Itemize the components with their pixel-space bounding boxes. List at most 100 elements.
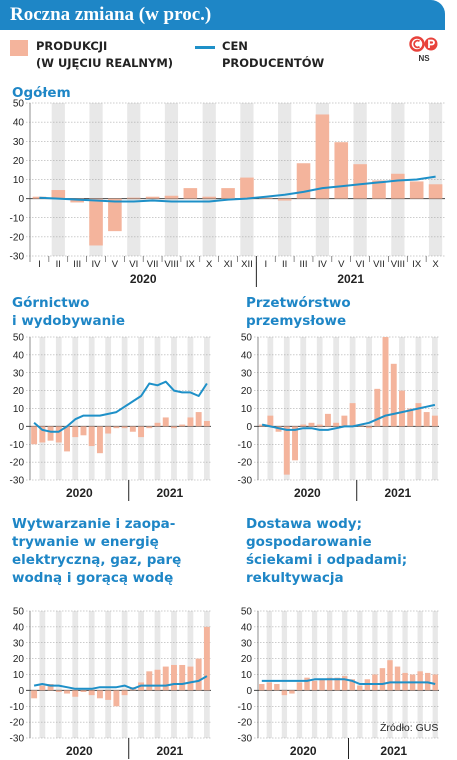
background-band bbox=[55, 611, 62, 738]
y-tick-label: -20 bbox=[238, 718, 253, 729]
bar bbox=[240, 177, 254, 199]
panel-title-water-line1: Dostawa wody; bbox=[246, 516, 362, 532]
x-tick-label: II bbox=[282, 259, 287, 270]
y-tick-label: 40 bbox=[241, 350, 253, 361]
y-tick-label: 0 bbox=[246, 422, 252, 433]
bar bbox=[326, 677, 333, 691]
x-tick-label: III bbox=[73, 259, 81, 270]
y-tick-label: -30 bbox=[238, 476, 253, 487]
bar bbox=[292, 426, 298, 461]
chart-1: -30 -20 -10 0 10 20 30 40 50 2020 2021 bbox=[10, 333, 211, 501]
bar bbox=[121, 690, 128, 696]
bar bbox=[289, 690, 295, 694]
bar bbox=[334, 142, 349, 199]
x-tick-label: V bbox=[112, 259, 119, 270]
x-tick-label: IX bbox=[186, 259, 196, 270]
y-tick-label: -10 bbox=[10, 213, 25, 224]
y-tick-label: 50 bbox=[13, 607, 25, 618]
y-tick-label: 50 bbox=[241, 607, 253, 618]
price-line bbox=[33, 675, 208, 690]
bar bbox=[203, 421, 210, 427]
legend-prices: CEN PRODUCENTÓW bbox=[222, 38, 324, 72]
bar bbox=[55, 690, 62, 692]
price-line bbox=[33, 380, 208, 433]
year-label: 2021 bbox=[157, 486, 184, 500]
chart-4: -30 -20 -10 0 10 20 30 40 50 2020 2021 bbox=[238, 607, 439, 759]
bar bbox=[409, 181, 424, 199]
bar bbox=[183, 188, 198, 199]
bar bbox=[382, 337, 389, 427]
bar bbox=[138, 426, 145, 438]
chart-2: -30 -20 -10 0 10 20 30 40 50 2020 2021 bbox=[238, 333, 439, 501]
bar bbox=[366, 426, 373, 429]
x-tick-label: IX bbox=[412, 259, 422, 270]
panel-title-mining-line1: Górnictwo bbox=[12, 295, 90, 311]
background-band bbox=[187, 337, 194, 480]
y-tick-label: 40 bbox=[13, 622, 25, 633]
bar bbox=[296, 163, 311, 199]
panel-title-energy-line1: Wytwarzanie i zaopa- bbox=[12, 516, 176, 532]
price-line bbox=[39, 175, 436, 203]
bar bbox=[334, 677, 340, 691]
y-tick-label: 10 bbox=[13, 175, 25, 186]
bar bbox=[55, 426, 62, 443]
bar bbox=[113, 426, 120, 429]
y-tick-label: -20 bbox=[238, 458, 253, 469]
panel-title-energy-line4: wodną i gorącą wodę bbox=[12, 570, 174, 586]
x-tick-label: II bbox=[56, 259, 61, 270]
year-label: 2020 bbox=[290, 744, 317, 758]
y-tick-label: 40 bbox=[13, 118, 25, 129]
bar bbox=[274, 684, 280, 691]
bar bbox=[333, 422, 340, 427]
y-tick-label: -10 bbox=[10, 702, 25, 713]
y-tick-label: 20 bbox=[13, 386, 25, 397]
bar bbox=[349, 679, 355, 691]
bar bbox=[319, 679, 325, 691]
background-band bbox=[154, 337, 161, 480]
panel-title-manufacturing-line1: Przetwórstwo bbox=[246, 295, 351, 311]
y-tick-label: 40 bbox=[13, 350, 25, 361]
x-tick-label: IV bbox=[92, 259, 102, 270]
background-band bbox=[283, 337, 290, 480]
bar bbox=[315, 114, 330, 199]
x-tick-label: VII bbox=[373, 259, 385, 270]
y-tick-label: 30 bbox=[241, 368, 253, 379]
bar bbox=[390, 363, 397, 427]
bar bbox=[39, 685, 46, 691]
y-tick-label: 10 bbox=[241, 670, 253, 681]
bar bbox=[296, 682, 303, 691]
price-line bbox=[261, 403, 436, 431]
panel-title-energy-line3: elektryczną, gaz, parę bbox=[12, 552, 182, 568]
bar bbox=[89, 198, 103, 246]
x-tick-label: VI bbox=[356, 259, 365, 270]
x-tick-label: IV bbox=[318, 259, 328, 270]
y-tick-label: -20 bbox=[10, 718, 25, 729]
y-tick-label: 30 bbox=[13, 368, 25, 379]
bar bbox=[195, 658, 202, 691]
background-band bbox=[88, 611, 95, 738]
bar bbox=[221, 188, 235, 199]
legend-production-line1: PRODUKCJI bbox=[36, 39, 108, 53]
bar bbox=[417, 671, 423, 691]
bar bbox=[281, 690, 288, 696]
bar bbox=[31, 690, 38, 699]
y-tick-label: 50 bbox=[241, 333, 253, 344]
source-note: Źródło: GUS bbox=[380, 722, 439, 734]
bar bbox=[129, 426, 136, 432]
background-band bbox=[121, 337, 128, 480]
year-label: 2021 bbox=[385, 486, 412, 500]
bar bbox=[391, 173, 405, 199]
bar bbox=[126, 197, 141, 199]
y-tick-label: -30 bbox=[238, 734, 253, 745]
header-title: Roczna zmiana (w proc.) bbox=[10, 4, 212, 25]
y-tick-label: 20 bbox=[241, 654, 253, 665]
bar bbox=[387, 660, 393, 691]
x-tick-label: VIII bbox=[391, 259, 405, 270]
legend-production-swatch bbox=[10, 40, 28, 56]
x-tick-label: I bbox=[264, 259, 267, 270]
background-band bbox=[88, 337, 95, 480]
bar bbox=[266, 682, 273, 691]
bar bbox=[428, 184, 443, 199]
bar bbox=[431, 415, 438, 427]
